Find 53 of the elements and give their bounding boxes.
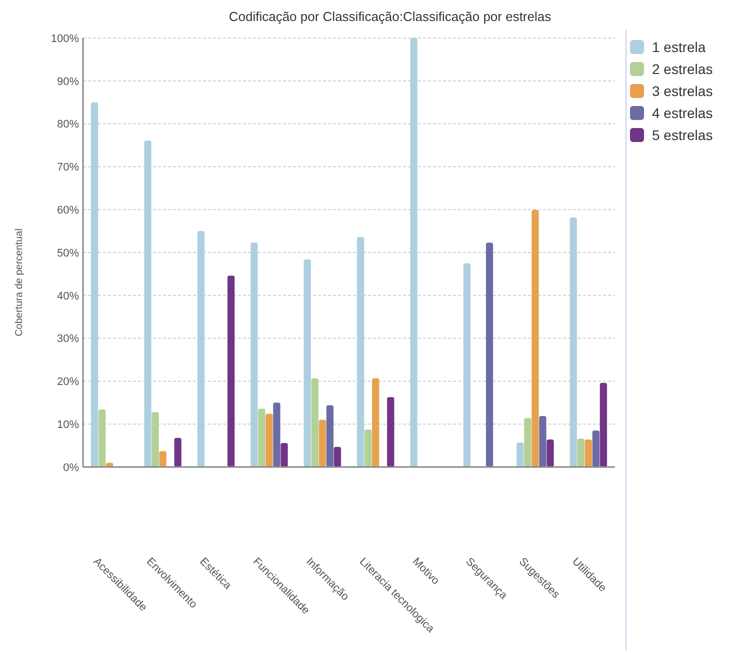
y-axis-title: Cobertura de percentual: [14, 228, 25, 336]
y-tick-label: 50%: [56, 247, 80, 260]
bar: [584, 440, 592, 467]
y-tick-label: 80%: [56, 118, 80, 131]
bar: [410, 38, 418, 467]
y-tick-label: 40%: [56, 290, 80, 302]
bar: [364, 430, 372, 467]
legend-label: 4 estrelas: [652, 104, 713, 121]
bar: [546, 440, 554, 467]
bar: [304, 259, 311, 467]
chart-title: Codificação por Classificação:Classificação por estrelas: [228, 9, 552, 24]
bar: [90, 102, 98, 467]
legend-label: 1 estrela: [652, 38, 706, 55]
bar: [372, 378, 380, 467]
bar: [387, 397, 394, 467]
y-tick-label: 0%: [63, 462, 80, 474]
bar: [98, 410, 106, 467]
y-tick-label: 20%: [56, 376, 80, 388]
bar: [266, 414, 273, 467]
bar: [600, 382, 608, 467]
bar: [326, 405, 334, 467]
bar: [197, 231, 205, 467]
y-tick-label: 30%: [56, 333, 80, 346]
legend-label: 3 estrelas: [652, 82, 713, 99]
bar: [486, 242, 494, 467]
y-tick-label: 70%: [56, 162, 80, 174]
legend-label: 2 estrelas: [652, 60, 713, 77]
bar: [250, 242, 258, 467]
bar: [463, 263, 471, 467]
bar: [539, 416, 546, 467]
bar: [273, 402, 280, 467]
y-tick-label: 100%: [50, 32, 80, 45]
bar: [334, 446, 342, 467]
bar: [577, 438, 584, 467]
y-tick-label: 10%: [56, 418, 80, 431]
bar: [258, 408, 266, 467]
bar: [280, 442, 288, 467]
bar: [570, 217, 577, 467]
bar: [311, 378, 318, 467]
bar: [592, 430, 600, 467]
legend-label: 5 estrelas: [652, 126, 713, 143]
bar: [152, 412, 159, 467]
bar: [144, 140, 152, 467]
y-tick-label: 90%: [56, 76, 80, 88]
bar: [174, 438, 182, 467]
bar: [159, 451, 166, 467]
bar: [516, 442, 524, 467]
bar: [318, 420, 326, 467]
bar: [524, 418, 532, 467]
bar: [227, 276, 235, 467]
y-tick-label: 60%: [56, 204, 80, 216]
bar: [356, 237, 364, 467]
bar: [532, 210, 539, 467]
